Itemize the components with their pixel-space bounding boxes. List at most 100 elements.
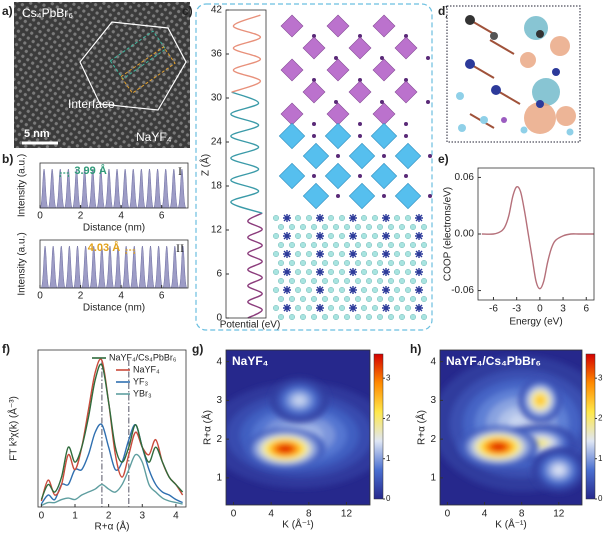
intensity-peak bbox=[154, 245, 163, 289]
x-tick-label: 8 bbox=[306, 509, 312, 520]
intensity-peak bbox=[161, 168, 170, 209]
metal-atom bbox=[382, 232, 390, 240]
atom bbox=[358, 134, 362, 138]
heatmap bbox=[226, 350, 370, 505]
legend-label: NaYF₄/Cs₄PbBr₆ bbox=[109, 352, 177, 362]
fluorine-atom bbox=[300, 223, 307, 230]
fluorine-atom bbox=[295, 269, 302, 276]
spacing-bracket bbox=[125, 249, 135, 254]
octahedron bbox=[394, 36, 418, 60]
fluorine-atom bbox=[306, 287, 313, 294]
material-label: NaYF₄ bbox=[136, 130, 172, 144]
y-axis-label: FT k³χ(k) (Å⁻³) bbox=[7, 396, 20, 461]
metal-atom bbox=[349, 250, 357, 258]
atom bbox=[566, 128, 574, 136]
fluorine-atom bbox=[410, 241, 417, 248]
intensity-peak bbox=[120, 168, 130, 209]
polyhedron bbox=[370, 122, 398, 150]
intensity-peak bbox=[128, 168, 138, 209]
fluorine-atom bbox=[333, 278, 340, 285]
x-tick-label: 4 bbox=[173, 511, 179, 522]
x-axis-label: Distance (nm) bbox=[83, 303, 145, 314]
fluorine-atom bbox=[328, 305, 335, 312]
metal-atom bbox=[283, 250, 291, 258]
x-tick-label: 12 bbox=[553, 509, 565, 520]
atom bbox=[358, 34, 362, 38]
fluorine-atom bbox=[278, 314, 285, 321]
panel-label: b) bbox=[2, 152, 13, 166]
fluorine-atom bbox=[344, 296, 351, 303]
hotspot bbox=[518, 377, 562, 424]
y-tick-label: 24 bbox=[211, 137, 223, 148]
fluorine-atom bbox=[322, 314, 329, 321]
intensity-peak bbox=[129, 245, 139, 289]
fluorine-atom bbox=[399, 223, 406, 230]
x-tick-label: 0 bbox=[37, 211, 43, 222]
x-tick-label: 6 bbox=[159, 211, 165, 222]
fluorine-atom bbox=[300, 260, 307, 267]
fluorine-atom bbox=[344, 241, 351, 248]
octahedron bbox=[372, 102, 396, 126]
x-tick-label: 3 bbox=[560, 304, 566, 315]
x-tick-label: 0 bbox=[37, 291, 43, 302]
fluorine-atom bbox=[311, 241, 318, 248]
octahedron bbox=[280, 14, 304, 38]
fluorine-atom bbox=[339, 305, 346, 312]
octahedron bbox=[280, 102, 304, 126]
fluorine-atom bbox=[377, 296, 384, 303]
fluorine-atom bbox=[289, 223, 296, 230]
fluorine-atom bbox=[322, 223, 329, 230]
atom bbox=[382, 154, 386, 158]
data-line bbox=[40, 423, 183, 505]
metal-atom bbox=[415, 214, 423, 222]
fluorine-atom bbox=[405, 287, 412, 294]
fluorine-atom bbox=[322, 260, 329, 267]
data-line bbox=[247, 212, 263, 319]
atom bbox=[490, 32, 498, 40]
fluorine-atom bbox=[361, 287, 368, 294]
y-axis-label: COOP (electrons/eV) bbox=[443, 187, 454, 281]
legend-label: YF₃ bbox=[133, 376, 149, 386]
region-label: I bbox=[178, 164, 182, 178]
fluorine-atom bbox=[339, 250, 346, 257]
fluorine-atom bbox=[394, 287, 401, 294]
fluorine-atom bbox=[388, 296, 395, 303]
fluorine-atom bbox=[311, 278, 318, 285]
y-tick-label: 42 bbox=[211, 5, 223, 16]
fluorine-atom bbox=[311, 296, 318, 303]
fluorine-atom bbox=[361, 232, 368, 239]
metal-atom bbox=[283, 214, 291, 222]
fluorine-atom bbox=[273, 214, 280, 221]
fluorine-atom bbox=[339, 269, 346, 276]
fluorine-atom bbox=[372, 250, 379, 257]
y-axis-label: Z (Å) bbox=[199, 154, 212, 176]
y-tick-label: 0 bbox=[216, 313, 222, 324]
charge-density bbox=[524, 16, 548, 40]
interface-label: Interface bbox=[68, 97, 115, 111]
y-tick-label: 12 bbox=[211, 225, 223, 236]
y-tick-label: 3 bbox=[430, 395, 436, 406]
fluorine-atom bbox=[322, 296, 329, 303]
fluorine-atom bbox=[399, 296, 406, 303]
fluorine-atom bbox=[333, 296, 340, 303]
dashed-frame bbox=[195, 3, 433, 331]
fluorine-atom bbox=[278, 296, 285, 303]
atom bbox=[456, 92, 464, 100]
y-tick-label: -0.06 bbox=[451, 285, 474, 296]
colorbar bbox=[585, 353, 596, 500]
x-tick-label: 12 bbox=[341, 509, 353, 520]
fluorine-atom bbox=[344, 278, 351, 285]
hotspot bbox=[244, 427, 326, 470]
hotspot-contour bbox=[279, 445, 292, 452]
charge-density bbox=[524, 102, 556, 134]
metal-atom bbox=[415, 304, 423, 312]
fluorine-atom bbox=[311, 314, 318, 321]
metal-atom bbox=[283, 286, 291, 294]
intensity-peak bbox=[146, 245, 155, 289]
x-tick-label: 6 bbox=[159, 291, 165, 302]
fluorine-atom bbox=[399, 314, 406, 321]
atom bbox=[358, 122, 362, 126]
fluorine-atom bbox=[366, 278, 373, 285]
spacing-bracket bbox=[59, 172, 69, 177]
panel-label: g) bbox=[192, 342, 203, 356]
